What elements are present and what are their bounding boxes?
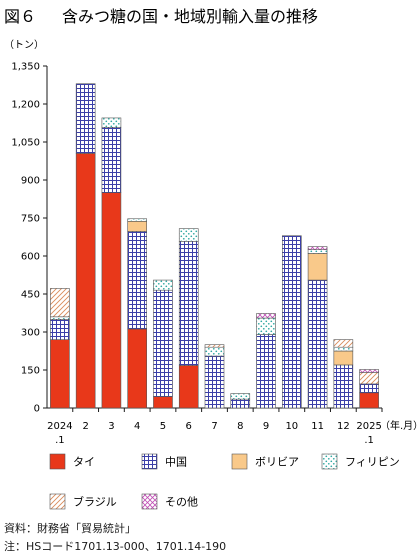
bar-segment-philippines xyxy=(230,393,251,400)
legend-swatch-philippines xyxy=(321,453,338,470)
bar-segment-philippines xyxy=(256,317,276,335)
bar-segment-brazil xyxy=(359,372,379,385)
y-tick-label: 1,050 xyxy=(11,138,40,149)
bar-segment-china xyxy=(359,383,379,394)
bar-segment-china xyxy=(333,364,354,409)
legend-label-other: その他 xyxy=(165,496,198,509)
y-tick-label: 450 xyxy=(21,290,40,301)
y-tick-label: 750 xyxy=(21,214,40,225)
x-tick-label: 9 xyxy=(263,421,269,432)
bar-segment-brazil xyxy=(204,344,225,348)
chart-title: 含みつ糖の国・地域別輸入量の推移 xyxy=(62,7,318,26)
bar-segment-china xyxy=(75,83,96,154)
bar-segment-other xyxy=(359,369,379,373)
bar-segment-bolivia xyxy=(307,253,328,281)
source-note: 資料：財務省「貿易統計」 xyxy=(4,522,136,535)
y-tick-label: 900 xyxy=(21,176,40,187)
x-tick-label: 10 xyxy=(285,421,298,432)
legend-label-china: 中国 xyxy=(165,456,187,469)
x-tick-label: 8 xyxy=(237,421,243,432)
bar-segment-thai xyxy=(50,339,70,409)
plot-area: 0 150 300 450 600 750 900 1,050 1,200 1,350 2024 .1… xyxy=(11,62,383,446)
x-tick-label: 4 xyxy=(134,421,140,432)
bar-segment-china xyxy=(307,279,328,409)
legend-label-bolivia: ボリビア xyxy=(255,456,299,469)
bar-segment-china xyxy=(127,231,147,330)
bar-segment-philippines xyxy=(178,228,199,242)
bar-segment-china xyxy=(101,127,122,193)
x-tick-label: 7 xyxy=(211,421,217,432)
bar-segment-philippines xyxy=(127,218,147,222)
legend-label-brazil: ブラジル xyxy=(73,495,117,509)
legend-label-thai: タイ xyxy=(73,456,95,469)
bar-segment-other xyxy=(307,246,328,250)
bar-segment-china xyxy=(256,334,276,409)
x-tick-label: .1 xyxy=(364,435,374,446)
bar-segment-brazil xyxy=(333,339,354,348)
x-axis-unit-label: （年.月） xyxy=(380,419,420,432)
legend-label-philippines: フィリピン xyxy=(345,456,400,469)
bar-segment-china xyxy=(178,241,199,366)
bar-segment-philippines xyxy=(307,249,328,254)
bar-segment-bolivia xyxy=(127,220,147,232)
bar-segment-china xyxy=(153,289,173,397)
x-tick-label: 12 xyxy=(337,421,350,432)
bar-segment-china xyxy=(282,235,302,409)
figure-label: 図６ xyxy=(4,7,36,26)
bar-segment-philippines xyxy=(50,316,70,320)
bar-segment-philippines xyxy=(101,117,122,128)
hs-code-note: 注：HSコード1701.13-000、1701.14-190 xyxy=(4,540,227,553)
bar-segment-thai xyxy=(101,192,122,409)
bar-segment-philippines xyxy=(333,346,354,352)
bar-segment-philippines xyxy=(153,279,173,291)
legend-swatch-bolivia xyxy=(231,453,248,470)
bar-segment-thai xyxy=(75,153,96,409)
bar-segment-bolivia xyxy=(333,350,354,366)
bar-segment-brazil xyxy=(50,288,70,318)
bar-segment-china xyxy=(204,355,225,409)
legend-swatch-china xyxy=(141,453,158,470)
x-tick-label: 2025 xyxy=(356,421,381,432)
y-tick-label: 1,350 xyxy=(11,62,40,73)
bar-segment-philippines xyxy=(204,346,225,357)
y-tick-label: 1,200 xyxy=(11,100,40,111)
bar-segment-thai xyxy=(127,328,147,409)
y-tick-label: 150 xyxy=(21,366,40,377)
legend-swatch-thai xyxy=(49,453,66,470)
bar-segment-thai xyxy=(359,392,379,409)
bar-segment-other xyxy=(256,313,276,319)
legend-swatch-brazil xyxy=(49,493,66,510)
y-axis-unit-label: （トン） xyxy=(4,39,44,51)
x-tick-label: .1 xyxy=(55,435,65,446)
y-tick-label: 300 xyxy=(21,328,40,339)
x-tick-label: 6 xyxy=(186,421,192,432)
legend-swatch-other xyxy=(141,493,158,510)
bar-segment-thai xyxy=(153,396,173,409)
bar-segment-china xyxy=(50,319,70,340)
y-tick-label: 0 xyxy=(34,404,40,415)
x-tick-label: 3 xyxy=(108,421,114,432)
x-tick-label: 2 xyxy=(82,421,88,432)
x-tick-label: 11 xyxy=(311,421,324,432)
y-tick-label: 600 xyxy=(21,252,40,263)
x-tick-label: 2024 xyxy=(47,421,72,432)
x-tick-label: 5 xyxy=(160,421,166,432)
bar-segment-thai xyxy=(178,365,199,409)
bar-segment-china xyxy=(230,398,251,409)
